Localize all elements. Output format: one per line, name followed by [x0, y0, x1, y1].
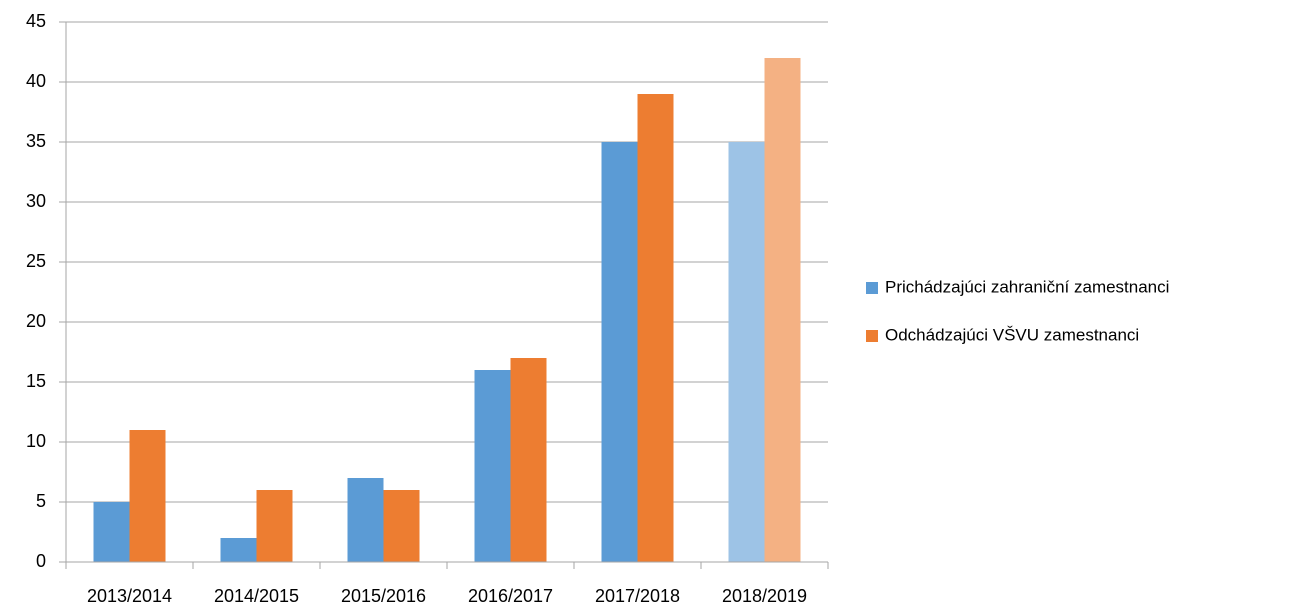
y-tick-label: 5 [36, 491, 46, 511]
y-tick-label: 10 [26, 431, 46, 451]
bar [220, 538, 257, 562]
bar [764, 58, 801, 562]
bar [256, 490, 293, 562]
bar [347, 478, 384, 562]
y-tick-label: 30 [26, 191, 46, 211]
bar [510, 358, 547, 562]
legend-swatch [866, 330, 878, 342]
x-tick-label: 2014/2015 [214, 586, 299, 606]
y-tick-label: 0 [36, 551, 46, 571]
y-tick-label: 40 [26, 71, 46, 91]
bar [93, 502, 130, 562]
x-tick-label: 2017/2018 [595, 586, 680, 606]
bar [383, 490, 420, 562]
legend: Prichádzajúci zahraniční zamestnanci Odch… [866, 277, 1169, 344]
bar [474, 370, 511, 562]
legend-swatch [866, 282, 878, 294]
bar [637, 94, 674, 562]
bar [601, 142, 638, 562]
legend-label: Odchádzajúci VŠVU zamestnanci [885, 325, 1139, 344]
y-tick-label: 35 [26, 131, 46, 151]
bar [129, 430, 166, 562]
bar [728, 142, 765, 562]
x-tick-label: 2015/2016 [341, 586, 426, 606]
legend-label: Prichádzajúci zahraniční zamestnanci [885, 277, 1169, 296]
y-tick-label: 25 [26, 251, 46, 271]
y-tick-label: 20 [26, 311, 46, 331]
x-tick-label: 2018/2019 [722, 586, 807, 606]
x-tick-label: 2016/2017 [468, 586, 553, 606]
x-tick-label: 2013/2014 [87, 586, 172, 606]
y-tick-label: 15 [26, 371, 46, 391]
y-tick-label: 45 [26, 11, 46, 31]
